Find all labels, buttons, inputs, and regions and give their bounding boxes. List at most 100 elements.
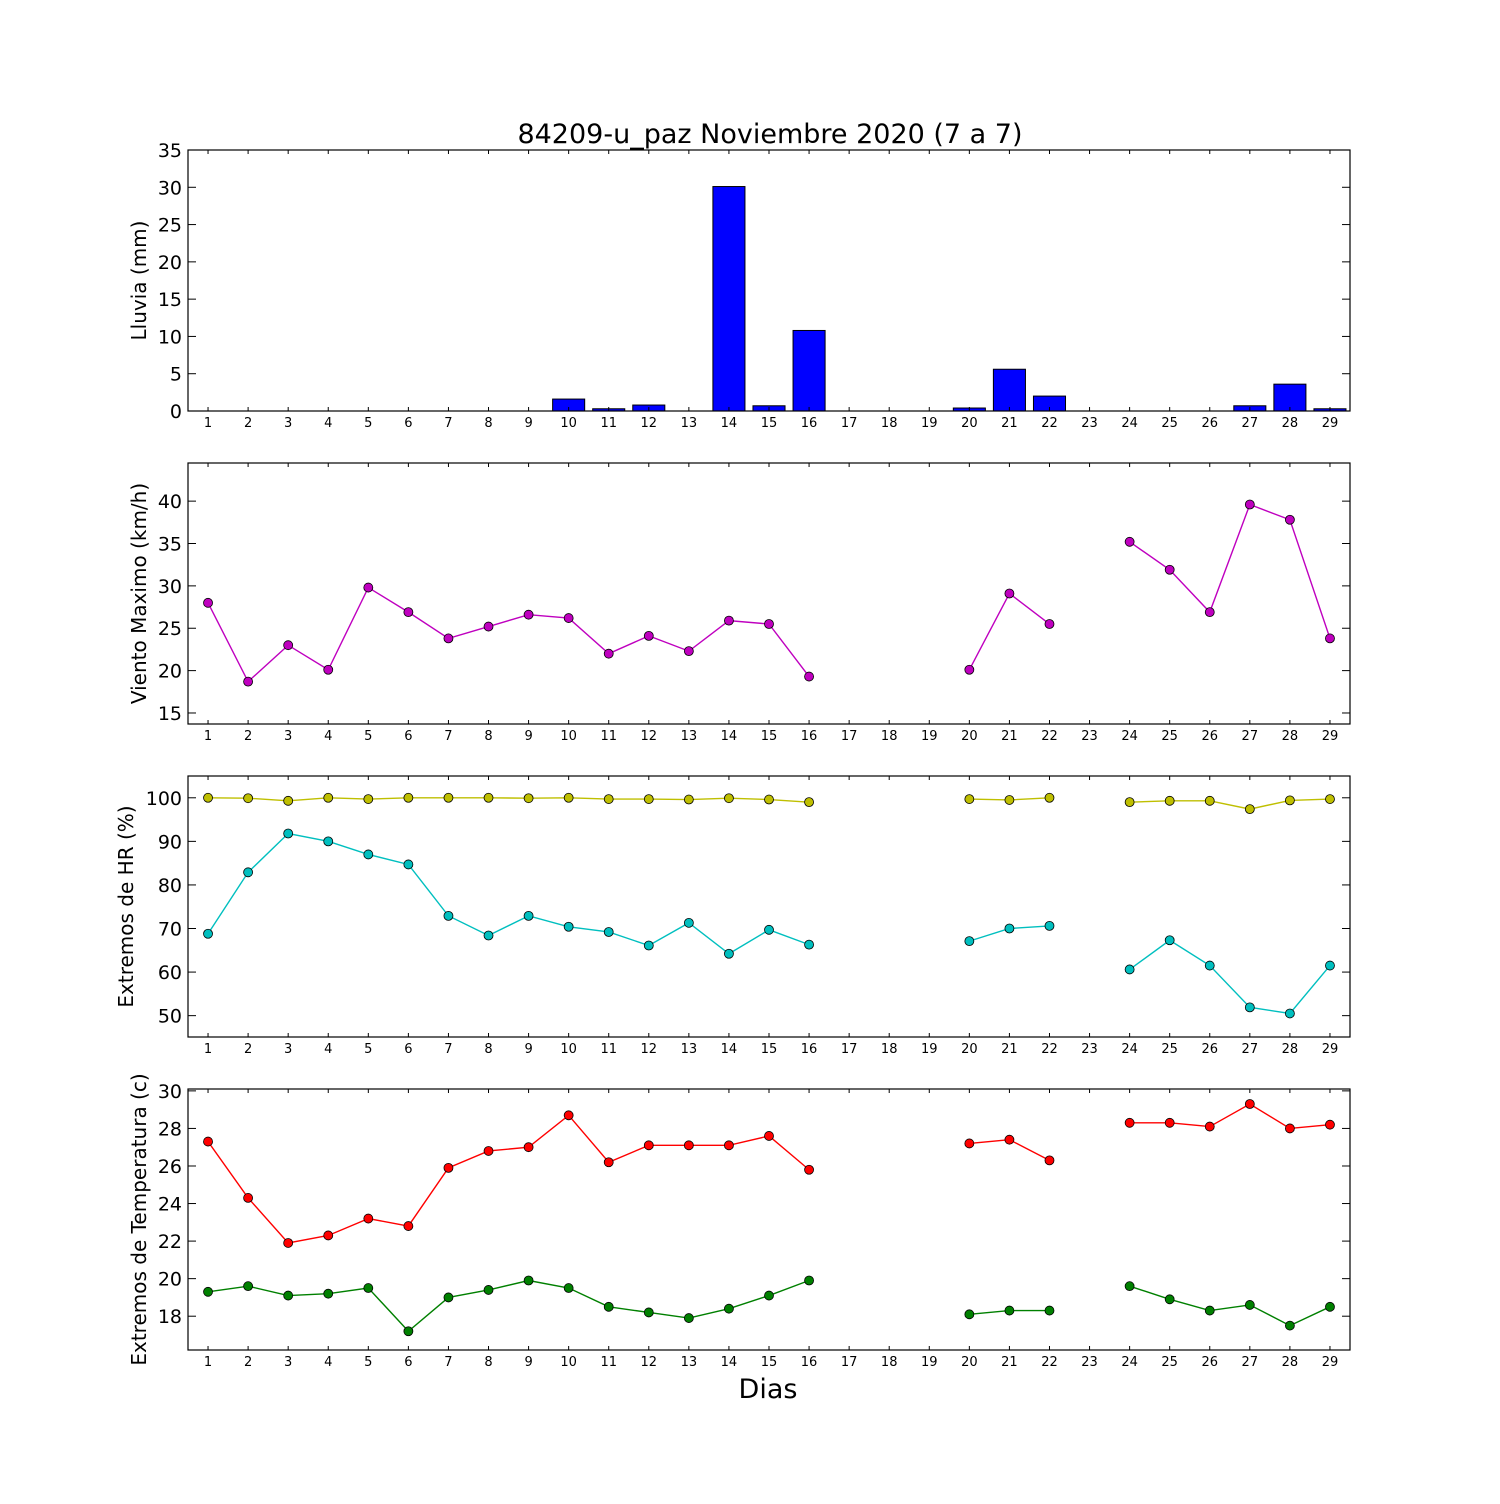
x-tick-label: 18 xyxy=(881,729,898,744)
series-1-point-day-28 xyxy=(1284,1123,1295,1134)
x-tick-label: 28 xyxy=(1282,416,1299,431)
series-1-point-day-15 xyxy=(764,619,774,629)
x-tick-label: 25 xyxy=(1161,729,1178,744)
series-1-point-day-11 xyxy=(603,794,614,804)
series-1-point-day-2 xyxy=(243,676,254,687)
x-tick-label: 21 xyxy=(1001,729,1018,744)
y-tick-label: 70 xyxy=(158,919,182,941)
series-1-point-day-2 xyxy=(243,793,254,804)
x-tick-label: 18 xyxy=(881,1042,898,1057)
x-tick-label: 1 xyxy=(204,1042,212,1057)
x-tick-label: 21 xyxy=(1001,416,1018,431)
series-2-point-day-22 xyxy=(1044,1305,1055,1316)
series-2-point-day-12 xyxy=(643,1307,654,1318)
series-2-point-day-8 xyxy=(483,1285,494,1295)
x-tick-label: 6 xyxy=(404,1042,412,1057)
x-tick-label: 3 xyxy=(284,416,292,431)
x-tick-label: 10 xyxy=(560,1355,577,1370)
series-2-point-day-26 xyxy=(1204,1305,1215,1316)
x-tick-label: 24 xyxy=(1121,1355,1138,1370)
x-tick-label: 6 xyxy=(404,416,412,431)
series-1-point-day-15 xyxy=(764,794,774,805)
x-tick-label: 29 xyxy=(1322,729,1339,744)
x-tick-label: 6 xyxy=(404,1355,412,1370)
series-2-point-day-28 xyxy=(1284,1320,1295,1331)
series-1-point-day-24 xyxy=(1124,536,1135,547)
x-tick-label: 16 xyxy=(801,416,818,431)
x-tick-label: 14 xyxy=(721,1042,738,1057)
series-2-point-day-21 xyxy=(1004,923,1015,934)
series-1-point-day-8 xyxy=(483,621,494,632)
series-1-line-1 xyxy=(208,797,810,803)
series-1-point-day-21 xyxy=(1004,795,1015,805)
series-1-point-day-14 xyxy=(724,1140,734,1151)
series-1-point-day-22 xyxy=(1044,792,1055,803)
x-tick-label: 15 xyxy=(761,1355,778,1370)
series-2-point-day-16 xyxy=(804,1275,814,1286)
series-2-point-day-27 xyxy=(1244,1002,1255,1013)
series-2-point-day-20 xyxy=(964,936,975,947)
series-1-point-day-26 xyxy=(1204,1121,1215,1132)
x-tick-label: 17 xyxy=(841,1355,858,1370)
series-1-point-day-8 xyxy=(483,1146,494,1156)
series-1-point-day-12 xyxy=(643,1140,654,1151)
x-tick-label: 7 xyxy=(444,1355,452,1370)
x-tick-label: 25 xyxy=(1161,416,1178,431)
x-tick-label: 19 xyxy=(921,729,938,744)
series-2-point-day-16 xyxy=(804,939,814,950)
y-tick-label: 30 xyxy=(158,1081,182,1103)
x-tick-label: 13 xyxy=(681,1355,698,1370)
series-2-point-day-29 xyxy=(1325,1301,1335,1312)
y-tick-label: 35 xyxy=(158,140,182,162)
x-tick-label: 11 xyxy=(600,1042,617,1057)
series-1-point-day-1 xyxy=(203,1136,213,1147)
series-1-point-day-5 xyxy=(363,1213,374,1224)
x-tick-label: 29 xyxy=(1322,416,1339,431)
series-1-point-day-2 xyxy=(243,1193,254,1203)
series-1-point-day-10 xyxy=(563,792,574,803)
series-1-point-day-16 xyxy=(804,797,814,808)
series-1-point-day-11 xyxy=(603,648,614,659)
x-axis-label: Dias xyxy=(739,1374,798,1405)
series-2-point-day-3 xyxy=(283,1290,294,1301)
series-1-point-day-13 xyxy=(683,1140,694,1151)
x-tick-label: 4 xyxy=(324,729,332,744)
x-tick-label: 12 xyxy=(641,1355,658,1370)
series-2-point-day-9 xyxy=(523,1275,534,1286)
series-1-point-day-6 xyxy=(403,792,414,803)
series-2-point-day-7 xyxy=(443,1292,454,1303)
x-tick-label: 17 xyxy=(841,729,858,744)
series-1-point-day-13 xyxy=(683,646,694,657)
x-tick-label: 28 xyxy=(1282,729,1299,744)
x-tick-label: 29 xyxy=(1322,1355,1339,1370)
series-1-point-day-24 xyxy=(1124,797,1135,808)
x-tick-label: 10 xyxy=(560,729,577,744)
y-tick-label: 20 xyxy=(158,1269,182,1291)
x-tick-label: 1 xyxy=(204,729,212,744)
series-2-point-day-21 xyxy=(1004,1305,1015,1316)
y-tick-label: 10 xyxy=(158,326,182,348)
series-2-line-3 xyxy=(1129,939,1331,1015)
x-tick-label: 3 xyxy=(284,1355,292,1370)
series-1-point-day-25 xyxy=(1164,1117,1175,1128)
x-tick-label: 13 xyxy=(681,729,698,744)
series-2-point-day-22 xyxy=(1044,920,1055,931)
x-tick-label: 22 xyxy=(1041,416,1058,431)
y-tick-label: 5 xyxy=(170,364,182,386)
series-1-point-day-15 xyxy=(764,1131,774,1141)
y-axis-label: Lluvia (mm) xyxy=(127,221,151,341)
x-tick-label: 5 xyxy=(364,729,372,744)
x-tick-label: 5 xyxy=(364,416,372,431)
y-tick-label: 30 xyxy=(158,177,182,199)
series-2-point-day-6 xyxy=(403,1326,414,1337)
x-tick-label: 2 xyxy=(244,416,252,431)
y-tick-label: 18 xyxy=(158,1306,182,1328)
x-tick-label: 23 xyxy=(1081,1355,1098,1370)
series-2-point-day-8 xyxy=(483,930,494,941)
axes-frame xyxy=(187,462,1351,725)
